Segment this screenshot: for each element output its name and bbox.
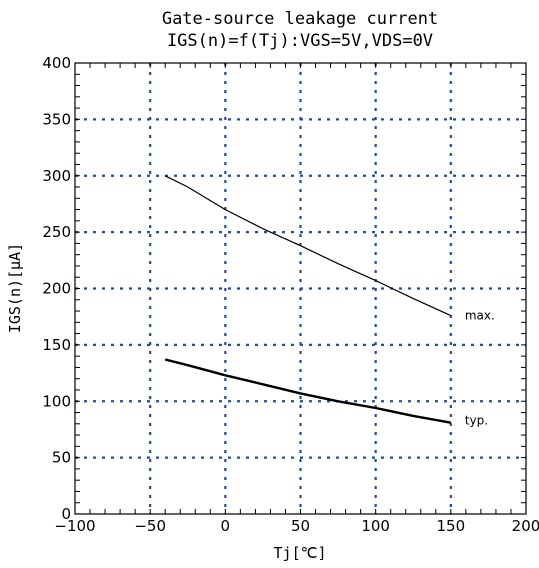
y-axis-label: IGS(n)[μA] — [6, 243, 24, 333]
y-tick-labels: 0 50 100 150 200 250 300 350 400 — [42, 54, 71, 523]
series-line-max — [164, 175, 452, 317]
series-label-max: max. — [465, 309, 495, 323]
x-tick-label: −100 — [54, 517, 95, 535]
y-tick-label: 400 — [42, 54, 71, 72]
series-layer: max. typ. — [164, 175, 495, 428]
grid-lines — [75, 63, 526, 514]
chart-title: Gate-source leakage current — [162, 9, 438, 29]
series-label-typ: typ. — [465, 414, 488, 428]
x-tick-label: 0 — [221, 517, 231, 535]
x-tick-label: 100 — [361, 517, 390, 535]
x-tick-labels: −100 −50 0 50 100 150 200 — [54, 517, 539, 535]
y-tick-label: 150 — [42, 336, 71, 354]
x-tick-label: 50 — [291, 517, 310, 535]
y-tick-label: 200 — [42, 280, 71, 298]
y-tick-label: 250 — [42, 223, 71, 241]
chart-subtitle: IGS(n)=f(Tj):VGS=5V,VDS=0V — [167, 31, 433, 51]
minor-ticks — [74, 62, 527, 515]
x-tick-label: −50 — [134, 517, 166, 535]
x-tick-label: 200 — [512, 517, 539, 535]
series-line-typ — [164, 358, 452, 424]
x-axis-label: Tj[℃] — [274, 544, 327, 562]
y-tick-label: 350 — [42, 110, 71, 128]
plot-frame — [74, 62, 527, 515]
x-tick-label: 150 — [437, 517, 466, 535]
y-tick-label: 300 — [42, 167, 71, 185]
y-tick-label: 100 — [42, 392, 71, 410]
y-tick-label: 0 — [61, 505, 71, 523]
y-tick-label: 50 — [52, 449, 71, 467]
